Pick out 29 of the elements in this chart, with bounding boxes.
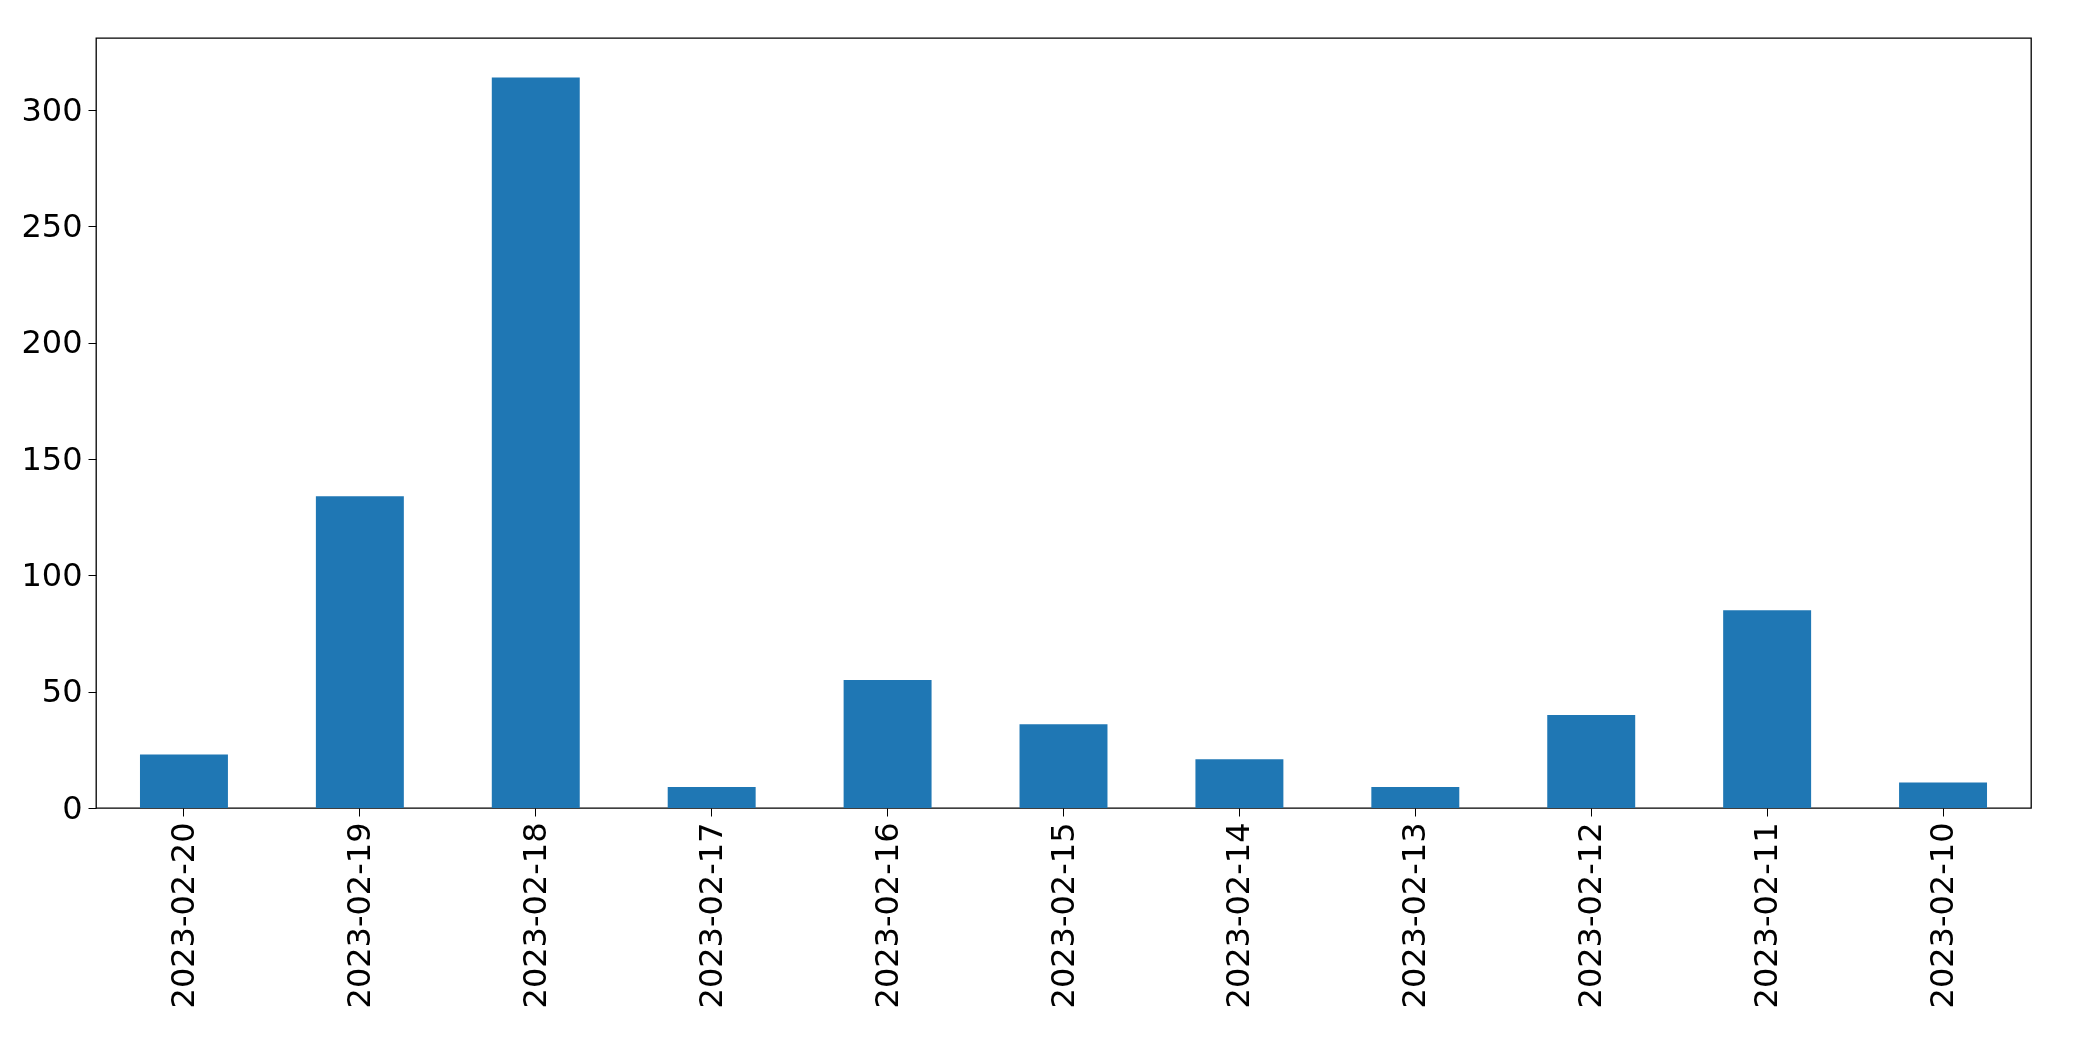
bar [843, 680, 932, 808]
bar [667, 787, 756, 808]
x-tick-label: 2023-02-16 [867, 822, 906, 1009]
bar [315, 496, 404, 808]
y-tick-label: 200 [21, 323, 83, 362]
x-tick-label: 2023-02-11 [1747, 822, 1786, 1009]
x-tick-label: 2023-02-20 [163, 822, 202, 1009]
y-tick-label: 50 [41, 672, 83, 711]
bar [1371, 787, 1460, 808]
bar [1899, 782, 1988, 808]
y-tick-label: 300 [21, 90, 83, 129]
bar [491, 77, 580, 808]
y-tick-label: 250 [21, 206, 83, 245]
x-tick-label: 2023-02-17 [691, 822, 730, 1009]
x-tick-label: 2023-02-14 [1219, 822, 1258, 1009]
bar [139, 754, 228, 808]
bar [1723, 610, 1812, 808]
y-tick-label: 150 [21, 439, 83, 478]
bar [1547, 714, 1636, 808]
x-tick-label: 2023-02-10 [1923, 822, 1962, 1009]
bar [1195, 759, 1284, 808]
x-tick-label: 2023-02-19 [339, 822, 378, 1009]
y-tick-label: 100 [21, 555, 83, 594]
x-tick-label: 2023-02-18 [515, 822, 554, 1009]
bar [1019, 724, 1108, 808]
x-tick-label: 2023-02-13 [1395, 822, 1434, 1009]
x-tick-label: 2023-02-12 [1571, 822, 1610, 1009]
x-tick-label: 2023-02-15 [1043, 822, 1082, 1009]
y-tick-label: 0 [62, 788, 83, 827]
